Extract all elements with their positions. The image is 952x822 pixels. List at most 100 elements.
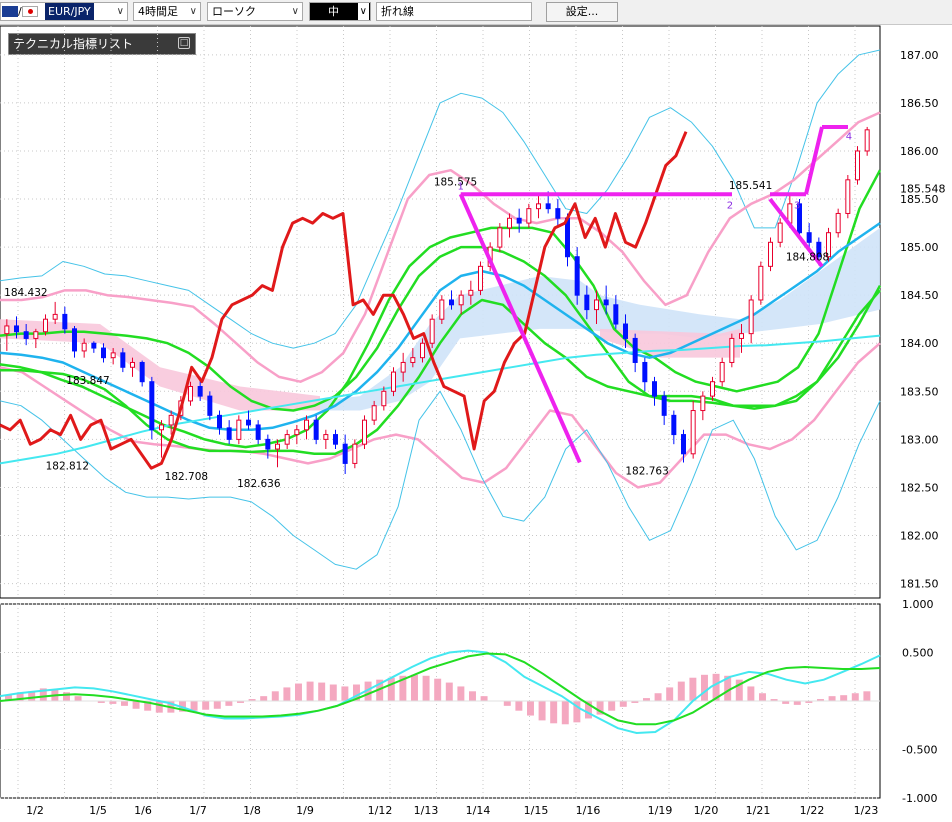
price-annotation: 182.636 — [237, 478, 281, 490]
y-tick-label: 185.50 — [900, 193, 939, 206]
candle-body — [855, 150, 860, 181]
candle-body — [777, 222, 783, 243]
candle-body — [342, 443, 348, 464]
candle-body — [826, 232, 831, 258]
candle-body — [690, 410, 696, 455]
candle-body — [555, 208, 561, 219]
zigzag-line — [804, 126, 824, 195]
candle-body — [43, 318, 48, 333]
histogram-bar — [16, 693, 24, 701]
histogram-bar — [851, 693, 859, 701]
candle-body — [700, 395, 706, 412]
candle-body — [130, 361, 135, 368]
histogram-bar — [596, 701, 604, 715]
candle-body — [304, 419, 309, 431]
candle-body — [139, 361, 145, 383]
candle-body — [594, 299, 599, 311]
histogram-bar — [399, 675, 407, 701]
jp-flag-icon — [22, 6, 38, 17]
symbol-select[interactable]: / EUR/JPY ∨ — [0, 2, 128, 21]
candle-body — [642, 361, 648, 383]
chart-type-select[interactable]: ローソク ∨ — [207, 2, 303, 21]
candle-body — [120, 352, 126, 368]
candle-body — [410, 357, 416, 363]
x-tick-label: 1/13 — [414, 804, 439, 817]
candle-body — [101, 347, 106, 359]
candle-body — [168, 414, 174, 426]
indicator-line-ma_green_slow — [0, 289, 881, 456]
histogram-bar — [109, 701, 117, 704]
main-plot-area — [0, 25, 881, 599]
eu-flag-icon — [2, 6, 18, 17]
histogram-bar — [689, 677, 697, 701]
line-tool-field[interactable]: 折れ線 — [376, 2, 532, 21]
chart-type-value: ローソク — [212, 5, 256, 18]
candle-body — [275, 443, 280, 450]
candle-body — [391, 371, 396, 392]
settings-button[interactable]: 設定... — [546, 2, 618, 22]
candle-body — [81, 342, 87, 352]
candle-body — [806, 232, 812, 243]
x-tick-label: 1/14 — [466, 804, 491, 817]
histogram-bar — [411, 674, 418, 701]
price-annotation: 182.708 — [165, 471, 208, 483]
x-tick-label: 1/22 — [800, 804, 825, 817]
histogram-bar — [677, 681, 685, 701]
histogram-bar — [573, 701, 581, 723]
histogram-bar — [701, 674, 708, 701]
candle-body — [478, 265, 483, 291]
candle-body — [603, 299, 609, 306]
y-tick-label: 184.50 — [900, 289, 939, 302]
candle-body — [52, 313, 58, 320]
histogram-bar — [28, 691, 36, 701]
indicator-line-ma_blue — [0, 222, 881, 432]
histogram-bar — [376, 679, 384, 701]
candle-body — [207, 395, 213, 416]
candle-body — [323, 434, 329, 440]
oscillator-main-line — [0, 652, 881, 726]
x-tick-label: 1/9 — [296, 804, 314, 817]
chevron-down-icon: ∨ — [116, 6, 124, 17]
histogram-bar — [585, 701, 592, 719]
histogram-bar — [538, 701, 546, 721]
y-tick-label: 182.00 — [900, 530, 939, 543]
toolbar: / EUR/JPY ∨ 4時間足 ∨ ローソク ∨ 中 ∨ 折れ線 設定... — [0, 0, 952, 25]
y-tick-label: 183.00 — [900, 433, 939, 446]
candle-body — [739, 333, 744, 339]
histogram-bar — [550, 701, 558, 724]
histogram-bar — [480, 696, 488, 701]
candle-body — [265, 438, 271, 450]
candle-body — [565, 217, 570, 258]
candle-body — [681, 434, 686, 455]
histogram-bar — [712, 673, 720, 701]
histogram-bar — [863, 691, 871, 701]
histogram-bar — [132, 701, 140, 709]
candle-body — [845, 179, 851, 214]
histogram-bar — [387, 677, 395, 701]
indicator-line-ma_green_fast — [0, 169, 882, 449]
candle-body — [864, 129, 870, 152]
candle-body — [526, 208, 532, 224]
histogram-bar — [770, 699, 778, 701]
timeframe-select[interactable]: 4時間足 ∨ — [133, 2, 201, 21]
candle-body — [381, 390, 387, 407]
histogram-bar — [724, 675, 732, 701]
size-value: 中 — [328, 5, 339, 18]
y-tick-label: 186.50 — [900, 97, 939, 110]
histogram-bar — [225, 701, 233, 706]
histogram-bar — [329, 684, 337, 701]
wave-label: 3 — [794, 201, 800, 212]
candle-body — [313, 419, 319, 440]
y-tick-label: 183.50 — [900, 385, 939, 398]
oscillator-signal-line — [0, 649, 881, 735]
candle-body — [671, 414, 677, 436]
histogram-bar — [63, 692, 70, 701]
candle-body — [110, 352, 116, 359]
x-tick-label: 1/19 — [648, 804, 673, 817]
size-select[interactable]: 中 ∨ — [309, 2, 371, 21]
collapse-icon[interactable]: □ — [178, 37, 190, 49]
histogram-bar — [248, 699, 256, 701]
tech-indicator-list-panel[interactable]: テクニカル指標リスト □ — [8, 33, 196, 55]
zigzag-line — [768, 197, 824, 268]
